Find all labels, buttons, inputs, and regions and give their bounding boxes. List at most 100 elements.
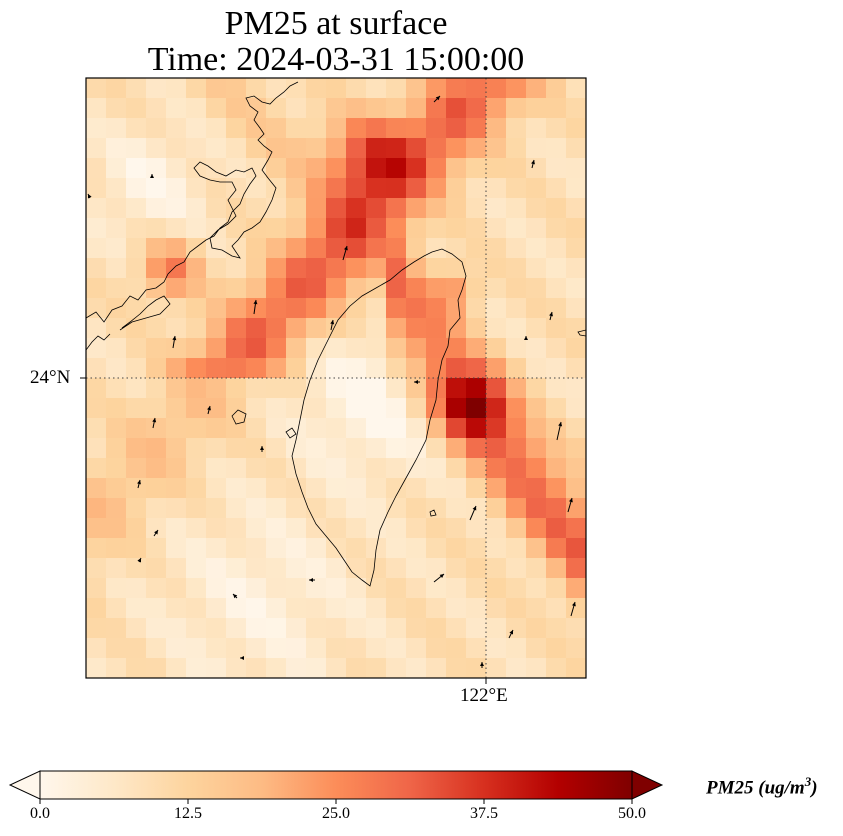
field-cell	[346, 618, 367, 639]
field-cell	[106, 398, 127, 419]
wind-arrow-head	[343, 246, 348, 251]
field-cell	[306, 98, 327, 119]
field-cell	[486, 378, 507, 399]
field-cell	[546, 358, 567, 379]
field-cell	[446, 118, 467, 139]
field-cell	[106, 358, 127, 379]
field-cell	[166, 398, 187, 419]
field-cell	[266, 438, 287, 459]
field-cell	[326, 598, 347, 619]
field-cell	[466, 258, 487, 279]
colorbar-tick-label: 12.5	[174, 805, 202, 822]
field-cell	[226, 498, 247, 519]
field-cell	[326, 158, 347, 179]
field-cell	[166, 158, 187, 179]
field-cell	[286, 78, 307, 99]
field-cell	[506, 518, 527, 539]
field-cell	[386, 258, 407, 279]
field-cell	[446, 638, 467, 659]
field-cell	[246, 518, 267, 539]
field-cell	[386, 478, 407, 499]
field-cell	[306, 498, 327, 519]
field-cell	[346, 518, 367, 539]
field-cell	[186, 318, 207, 339]
field-cell	[426, 238, 447, 259]
field-cell	[426, 498, 447, 519]
field-cell	[246, 618, 267, 639]
field-cell	[446, 598, 467, 619]
field-cell	[186, 478, 207, 499]
field-cell	[126, 118, 147, 139]
field-cell	[166, 418, 187, 439]
field-cell	[566, 178, 586, 199]
field-cell	[446, 458, 467, 479]
field-cell	[306, 438, 327, 459]
wind-arrow-head	[150, 174, 154, 178]
field-cell	[366, 378, 387, 399]
field-cell	[526, 158, 547, 179]
field-cell	[406, 258, 427, 279]
field-cell	[126, 298, 147, 319]
field-cell	[106, 598, 127, 619]
field-cell	[506, 578, 527, 599]
field-cell	[326, 98, 347, 119]
field-cell	[466, 618, 487, 639]
field-cell	[86, 358, 107, 379]
field-cell	[326, 578, 347, 599]
field-cell	[506, 558, 527, 579]
field-cell	[306, 258, 327, 279]
field-cell	[426, 578, 447, 599]
field-cell	[366, 198, 387, 219]
china-coastline	[86, 81, 299, 351]
field-cell	[226, 558, 247, 579]
field-cell	[106, 478, 127, 499]
field-cell	[486, 238, 507, 259]
field-cell	[506, 538, 527, 559]
field-cell	[86, 258, 107, 279]
field-cell	[486, 118, 507, 139]
field-cell	[386, 618, 407, 639]
field-cell	[506, 178, 527, 199]
field-cell	[406, 298, 427, 319]
field-cell	[466, 538, 487, 559]
field-cell	[206, 598, 227, 619]
field-cell	[546, 618, 567, 639]
field-cell	[366, 138, 387, 159]
field-cell	[246, 558, 267, 579]
field-cell	[286, 438, 307, 459]
field-cell	[526, 298, 547, 319]
field-cell	[566, 218, 586, 239]
field-cell	[86, 338, 107, 359]
field-cell	[466, 658, 487, 678]
field-cell	[386, 358, 407, 379]
field-cell	[526, 538, 547, 559]
field-cell	[486, 398, 507, 419]
field-cell	[246, 538, 267, 559]
field-cell	[506, 498, 527, 519]
field-cell	[166, 578, 187, 599]
field-cell	[506, 458, 527, 479]
field-cell	[426, 658, 447, 678]
field-cell	[306, 138, 327, 159]
field-cell	[346, 278, 367, 299]
field-cell	[386, 638, 407, 659]
field-cell	[206, 398, 227, 419]
field-cell	[526, 138, 547, 159]
field-cell	[286, 278, 307, 299]
field-cell	[426, 118, 447, 139]
field-cell	[446, 238, 467, 259]
field-cell	[126, 438, 147, 459]
field-cell	[346, 398, 367, 419]
field-cell	[106, 578, 127, 599]
field-cell	[546, 178, 567, 199]
wind-arrow-head	[568, 498, 573, 503]
field-cell	[226, 638, 247, 659]
colorbar-label-text: PM25 (ug/m	[706, 777, 805, 799]
field-cell	[166, 118, 187, 139]
field-cell	[386, 578, 407, 599]
field-cell	[326, 438, 347, 459]
field-cell	[506, 658, 527, 678]
taiwan-coastline	[291, 248, 467, 587]
field-cell	[126, 238, 147, 259]
field-cell	[426, 438, 447, 459]
